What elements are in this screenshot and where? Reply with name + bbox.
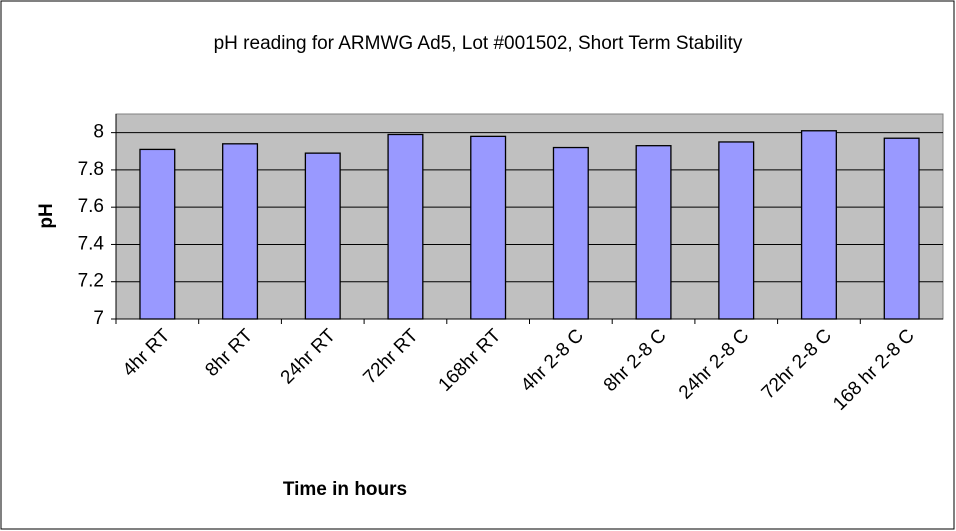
y-tick-label: 7.8 — [78, 159, 104, 180]
y-tick-label: 7.4 — [78, 233, 105, 254]
bar — [883, 137, 920, 320]
y-axis-label: pH — [36, 203, 57, 228]
x-axis-label: Time in hours — [283, 479, 407, 500]
bar — [139, 148, 176, 320]
bar — [222, 143, 259, 320]
chart-title: pH reading for ARMWG Ad5, Lot #001502, S… — [214, 33, 743, 54]
bar — [387, 133, 424, 320]
bar — [304, 152, 341, 320]
bar — [718, 141, 755, 320]
bar — [552, 146, 589, 320]
y-tick-label: 7 — [93, 308, 104, 329]
y-tick-label: 8 — [93, 122, 104, 143]
bar — [635, 145, 672, 320]
bar — [470, 135, 507, 320]
y-tick-label: 7.6 — [78, 196, 104, 217]
y-tick-label: 7.2 — [78, 271, 104, 292]
bar — [800, 130, 837, 320]
